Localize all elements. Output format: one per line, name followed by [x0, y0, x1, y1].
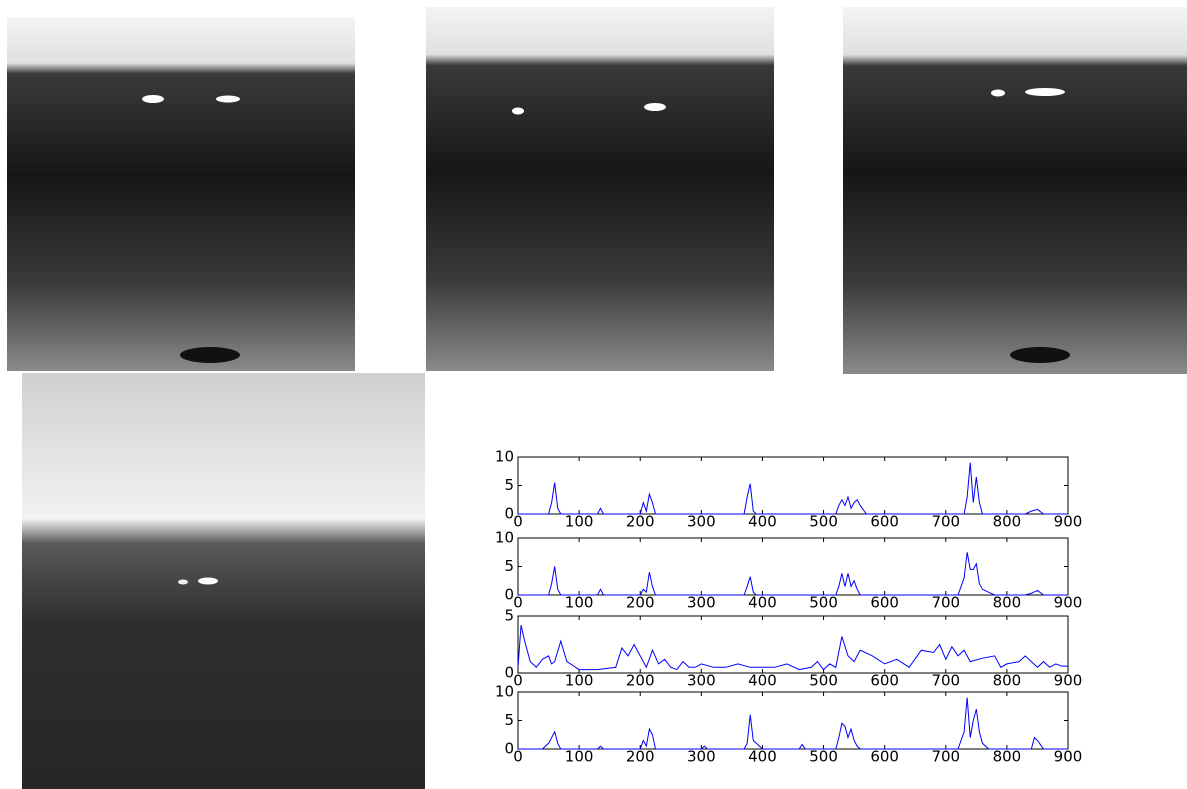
x-tick-label: 700 [931, 594, 960, 612]
x-tick-label: 0 [513, 513, 523, 531]
thermal-image [7, 17, 355, 371]
y-tick-label: 0 [504, 505, 514, 523]
x-tick-label: 200 [626, 672, 655, 690]
x-tick-label: 700 [931, 748, 960, 766]
axes-box [518, 692, 1068, 749]
x-tick-label: 0 [513, 594, 523, 612]
x-tick-label: 300 [687, 594, 716, 612]
x-tick-label: 100 [565, 513, 594, 531]
y-tick-label: 0 [504, 664, 514, 682]
x-tick-label: 0 [513, 748, 523, 766]
x-tick-label: 100 [565, 748, 594, 766]
x-tick-label: 800 [993, 748, 1022, 766]
x-tick-label: 800 [993, 672, 1022, 690]
y-tick-label: 5 [504, 607, 514, 625]
x-tick-label: 600 [870, 672, 899, 690]
x-tick-label: 500 [809, 672, 838, 690]
y-tick-label: 5 [504, 476, 514, 494]
figure: 0100200300400500600700800900051001002003… [0, 0, 1187, 789]
x-tick-label: 300 [687, 513, 716, 531]
thermal-image [843, 7, 1187, 374]
x-tick-label: 200 [626, 594, 655, 612]
x-tick-label: 900 [1054, 513, 1083, 531]
y-tick-label: 0 [504, 740, 514, 758]
x-tick-label: 200 [626, 513, 655, 531]
x-tick-label: 400 [748, 594, 777, 612]
x-tick-label: 0 [513, 672, 523, 690]
x-tick-label: 900 [1054, 748, 1083, 766]
x-tick-label: 800 [993, 513, 1022, 531]
y-tick-label: 10 [495, 683, 514, 701]
x-tick-label: 600 [870, 513, 899, 531]
thermal-image [426, 7, 774, 371]
x-tick-label: 300 [687, 672, 716, 690]
x-tick-label: 500 [809, 594, 838, 612]
gray-image [22, 373, 425, 789]
x-tick-label: 700 [931, 672, 960, 690]
x-tick-label: 400 [748, 672, 777, 690]
x-tick-label: 400 [748, 748, 777, 766]
x-tick-label: 800 [993, 594, 1022, 612]
x-tick-label: 500 [809, 748, 838, 766]
y-tick-label: 10 [495, 529, 514, 547]
axes-box [518, 616, 1068, 673]
x-tick-label: 200 [626, 748, 655, 766]
y-tick-label: 0 [504, 586, 514, 604]
y-tick-label: 5 [504, 711, 514, 729]
x-tick-label: 900 [1054, 594, 1083, 612]
x-tick-label: 400 [748, 513, 777, 531]
axes-box [518, 457, 1068, 514]
x-tick-label: 100 [565, 594, 594, 612]
x-tick-label: 600 [870, 748, 899, 766]
y-tick-label: 5 [504, 557, 514, 575]
x-tick-label: 500 [809, 513, 838, 531]
x-tick-label: 100 [565, 672, 594, 690]
x-tick-label: 700 [931, 513, 960, 531]
x-tick-label: 300 [687, 748, 716, 766]
x-tick-label: 600 [870, 594, 899, 612]
x-tick-label: 900 [1054, 672, 1083, 690]
y-tick-label: 10 [495, 448, 514, 466]
axes-box [518, 538, 1068, 595]
